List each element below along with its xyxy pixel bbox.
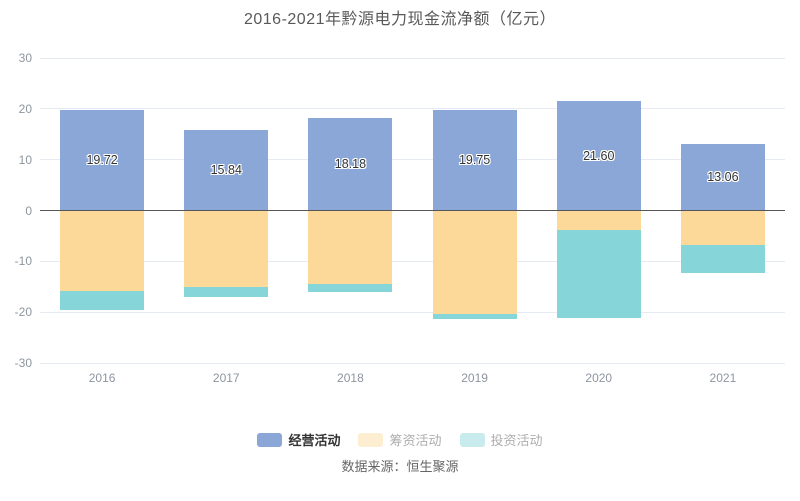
bar-segment-investing[interactable] bbox=[680, 244, 765, 273]
legend-label: 投资活动 bbox=[490, 433, 543, 448]
bar-segment-investing[interactable] bbox=[60, 290, 145, 310]
bar-segment-financing[interactable] bbox=[60, 210, 145, 291]
bar-segment-investing[interactable] bbox=[184, 286, 269, 297]
bar-value-label: 19.72 bbox=[86, 153, 118, 168]
legend-swatch-financing bbox=[358, 432, 384, 447]
bar-segment-financing[interactable] bbox=[308, 210, 393, 284]
y-tick-label: -30 bbox=[14, 356, 32, 370]
bar-segment-financing[interactable] bbox=[680, 210, 765, 245]
plot-area: 30 20 10 0 -10 -20 -30 19.72 15.84 18.18 19.75 21.6… bbox=[15, 51, 785, 370]
bar-segment-financing[interactable] bbox=[184, 210, 269, 287]
gridline bbox=[40, 311, 785, 313]
bar-value-label: 18.18 bbox=[334, 157, 367, 172]
x-tick-label: 2017 bbox=[212, 371, 240, 385]
y-tick-label: 30 bbox=[18, 51, 32, 65]
y-tick-label: 20 bbox=[18, 101, 32, 116]
bar-segment-investing[interactable] bbox=[556, 229, 641, 319]
bar-segment-investing[interactable] bbox=[432, 313, 517, 320]
bar-segment-operating[interactable] bbox=[184, 129, 269, 211]
zero-axis-line bbox=[40, 210, 785, 211]
legend-label: 筹资活动 bbox=[389, 433, 442, 448]
gridline bbox=[40, 159, 785, 161]
legend: 经营活动 筹资活动 投资活动 bbox=[0, 430, 800, 449]
gridline bbox=[40, 108, 785, 110]
y-tick-label: 0 bbox=[25, 203, 32, 218]
data-source: 数据来源：恒生聚源 bbox=[341, 459, 459, 474]
bar-value-label: 19.75 bbox=[458, 153, 491, 168]
bar-segment-investing[interactable] bbox=[308, 283, 393, 293]
bar-segment-financing[interactable] bbox=[556, 210, 641, 230]
legend-swatch-operating bbox=[257, 432, 283, 447]
x-tick-label: 2021 bbox=[709, 371, 737, 385]
x-tick-label: 2020 bbox=[585, 371, 613, 385]
gridline bbox=[40, 362, 785, 364]
x-tick-label: 2018 bbox=[337, 371, 364, 385]
legend-item-investing[interactable]: 投资活动 bbox=[459, 430, 543, 449]
bar-segment-operating[interactable] bbox=[60, 110, 145, 211]
y-tick-label: -10 bbox=[14, 254, 32, 269]
bar-value-label: 21.60 bbox=[583, 148, 615, 163]
bar-segment-financing[interactable] bbox=[432, 210, 517, 314]
bar-segment-operating[interactable] bbox=[432, 110, 517, 211]
legend-item-operating[interactable]: 经营活动 bbox=[257, 430, 340, 449]
x-tick-label: 2019 bbox=[461, 371, 488, 385]
legend-swatch-investing bbox=[459, 432, 485, 447]
bar-segment-operating[interactable] bbox=[308, 118, 393, 211]
chart-title: 2016-2021年黔源电力现金流净额（亿元） bbox=[243, 11, 557, 28]
gridline bbox=[40, 260, 785, 262]
y-tick-label: 10 bbox=[18, 152, 32, 167]
legend-item-financing[interactable]: 筹资活动 bbox=[358, 430, 442, 449]
bar-value-label: 13.06 bbox=[707, 170, 739, 185]
bar-segment-operating[interactable] bbox=[556, 100, 641, 211]
x-tick-label: 2016 bbox=[88, 371, 116, 385]
x-axis: 2016 2017 2018 2019 2020 2021 bbox=[40, 371, 785, 387]
bar-segment-operating[interactable] bbox=[680, 144, 765, 211]
bar-value-label: 15.84 bbox=[210, 163, 242, 178]
gridline bbox=[40, 57, 785, 59]
legend-label: 经营活动 bbox=[288, 433, 341, 448]
y-tick-label: -20 bbox=[14, 305, 32, 320]
